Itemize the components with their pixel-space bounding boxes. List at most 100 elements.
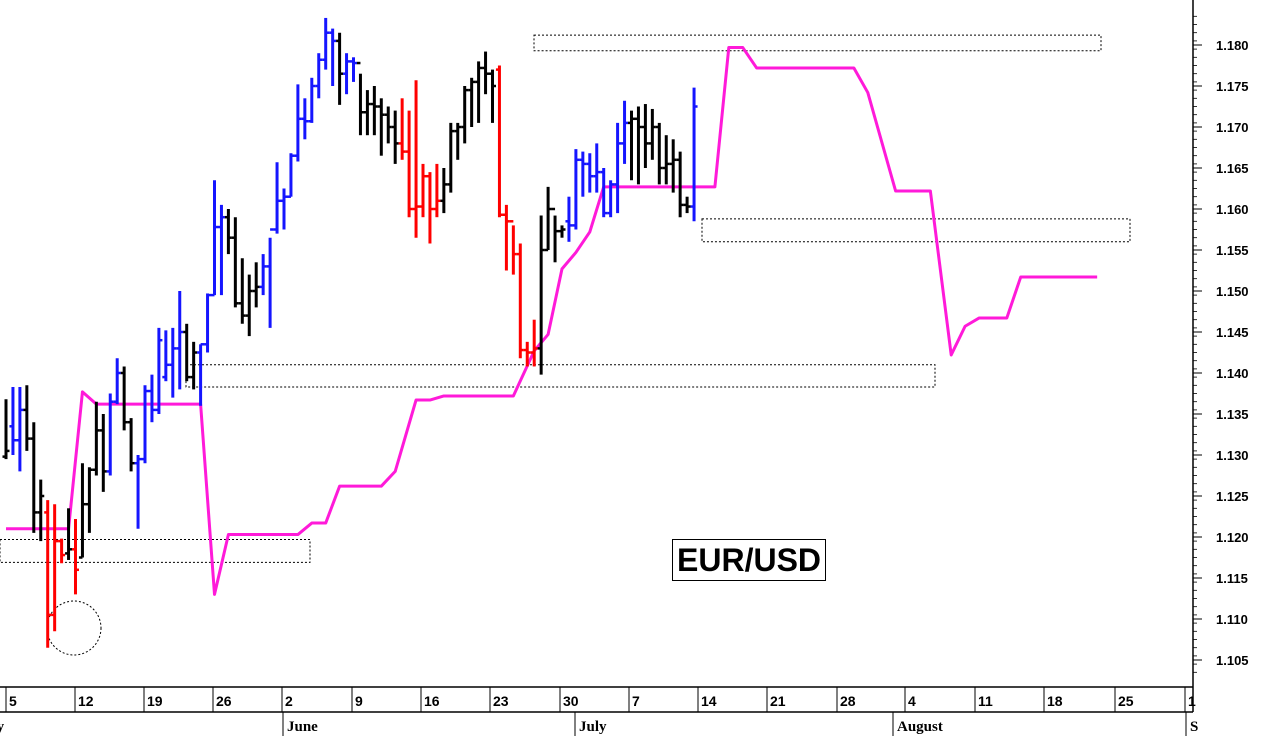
- ohlc-bar: [544, 186, 552, 252]
- ohlc-bar: [356, 61, 364, 136]
- ohlc-bar: [204, 293, 212, 353]
- x-tick-label: 21: [770, 693, 786, 709]
- ohlc-bar: [16, 386, 24, 472]
- ohlc-bar: [217, 204, 225, 296]
- y-tick-label: 1.120: [1216, 530, 1249, 545]
- x-tick-label: 2: [285, 693, 293, 709]
- y-tick-label: 1.115: [1216, 571, 1248, 586]
- ohlc-bar: [648, 108, 656, 160]
- ohlc-bar: [30, 422, 38, 533]
- ohlc-bar: [426, 172, 434, 244]
- ohlc-bar: [252, 262, 260, 308]
- ohlc-bar: [530, 319, 538, 367]
- ohlc-bar: [23, 385, 31, 451]
- ohlc-bar: [461, 86, 469, 144]
- y-tick-label: 1.150: [1216, 284, 1249, 299]
- ohlc-bar: [51, 504, 59, 632]
- ohlc-bar: [495, 65, 503, 218]
- ohlc-bar: [162, 330, 170, 382]
- ohlc-bar: [419, 163, 427, 218]
- month-label: August: [897, 719, 943, 735]
- ohlc-bar: [516, 243, 524, 359]
- ohlc-bar: [509, 220, 517, 275]
- ohlc-bar: [287, 153, 295, 198]
- ohlc-bar: [58, 538, 66, 564]
- ohlc-bar: [558, 225, 566, 238]
- ohlc-bar: [405, 110, 413, 218]
- plot-area: [0, 17, 1131, 656]
- ohlc-bar: [85, 467, 93, 533]
- y-tick-label: 1.155: [1216, 243, 1249, 258]
- ohlc-bar: [141, 385, 149, 464]
- ohlc-bar: [565, 196, 573, 242]
- dashed-box: [185, 364, 936, 388]
- x-tick-label: 16: [424, 693, 440, 709]
- x-tick-label: 23: [493, 693, 509, 709]
- x-tick-label: 11: [978, 693, 993, 709]
- y-tick-label: 1.180: [1216, 38, 1249, 53]
- x-tick-label: 7: [632, 693, 640, 709]
- y-tick-label: 1.125: [1216, 489, 1249, 504]
- ohlc-bar: [343, 53, 351, 95]
- ohlc-bar: [322, 17, 330, 70]
- y-tick-label: 1.105: [1216, 653, 1249, 668]
- ohlc-bar: [690, 87, 698, 222]
- x-tick-label: 9: [355, 693, 363, 709]
- x-tick-label: 1: [1188, 693, 1196, 709]
- ohlc-bar: [315, 53, 323, 99]
- ohlc-bar: [280, 188, 288, 230]
- ohlc-bar: [628, 110, 635, 181]
- ohlc-bar: [683, 196, 691, 214]
- y-tick-label: 1.110: [1216, 612, 1248, 627]
- ohlc-bar: [398, 98, 406, 160]
- ohlc-bar: [231, 217, 239, 308]
- ohlc-bar: [586, 153, 594, 193]
- ohlc-bar: [384, 106, 392, 144]
- x-tick-label: 26: [216, 693, 232, 709]
- ohlc-bar: [475, 61, 483, 123]
- ohlc-bar: [655, 122, 663, 185]
- ohlc-bar: [72, 518, 79, 595]
- ohlc-bar: [127, 418, 135, 472]
- axes: [0, 0, 1194, 713]
- ohlc-bar: [120, 366, 128, 431]
- ohlc-bar: [621, 100, 629, 164]
- ohlc-bar: [134, 455, 142, 529]
- ohlc-bar: [482, 51, 490, 95]
- ohlc-bar: [190, 341, 198, 390]
- x-tick-label: 14: [701, 693, 717, 709]
- ohlc-bar: [238, 258, 246, 324]
- ohlc-bar: [183, 323, 191, 382]
- ohlc-bar: [537, 215, 545, 375]
- ohlc-bar: [224, 209, 232, 255]
- ohlc-bar: [662, 135, 670, 185]
- ohlc-bar: [350, 57, 357, 82]
- ohlc-bar: [440, 168, 448, 214]
- ohlc-bar: [155, 327, 163, 414]
- y-tick-label: 1.160: [1216, 202, 1249, 217]
- ohlc-bar: [113, 358, 121, 405]
- y-tick-label: 1.165: [1216, 161, 1249, 176]
- month-label: S: [1190, 719, 1198, 735]
- ohlc-bar: [99, 414, 107, 492]
- ohlc-bar: [391, 110, 399, 164]
- ohlc-bar: [329, 28, 337, 86]
- x-tick-label: 4: [908, 693, 916, 709]
- ohlc-bar: [176, 291, 184, 390]
- ohlc-bar: [614, 122, 622, 214]
- y-tick-label: 1.145: [1216, 325, 1249, 340]
- ohlc-bar: [78, 463, 86, 559]
- dashed-box: [0, 538, 311, 563]
- ohlc-bar: [607, 180, 615, 218]
- month-label: June: [287, 719, 318, 735]
- dashed-box: [533, 34, 1102, 52]
- ohlc-bar: [641, 104, 649, 168]
- ohlc-bar: [447, 122, 455, 193]
- ohlc-bar: [600, 168, 608, 218]
- ohlc-bar: [523, 341, 531, 367]
- x-tick-label: 12: [78, 693, 94, 709]
- ohlc-bar: [579, 151, 587, 197]
- labels: 1.105 1.110 1.115 1.120 1.125 1.130 1.135 1.140…: [0, 15, 1249, 736]
- x-tick-label: 25: [1118, 693, 1134, 709]
- ohlc-bar: [259, 254, 267, 296]
